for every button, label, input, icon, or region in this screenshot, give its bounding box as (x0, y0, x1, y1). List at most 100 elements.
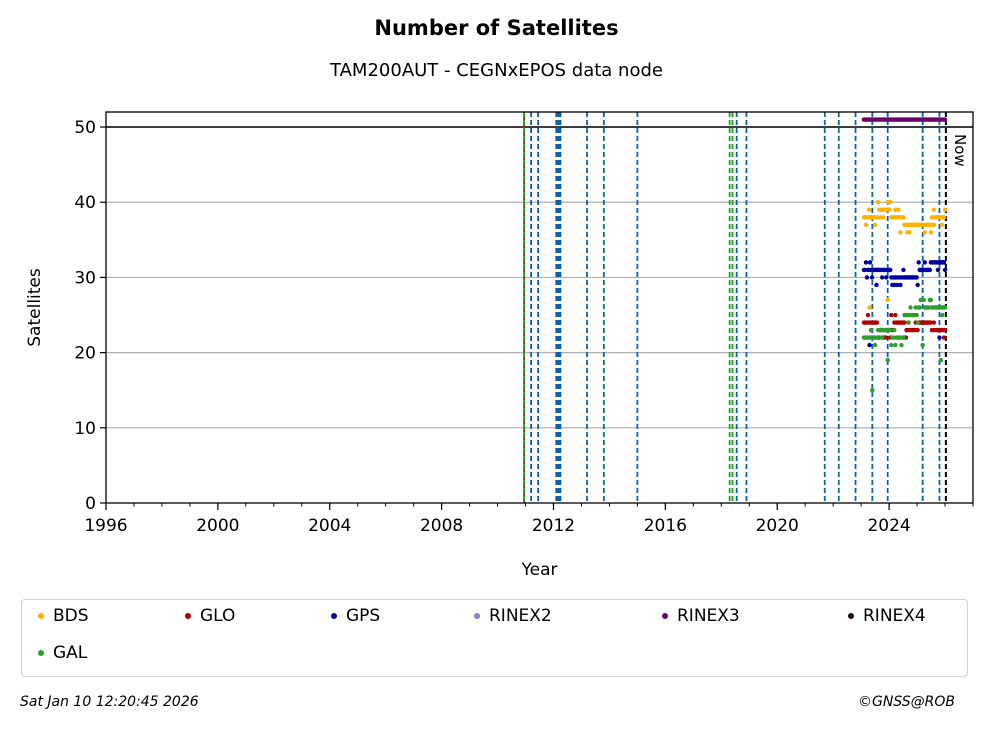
point-glo-31 (893, 312, 898, 318)
outlier-bds-1 (885, 297, 890, 303)
legend-label-rinex3: RINEX3 (677, 606, 740, 626)
legend-marker-rinex4 (848, 613, 854, 619)
point-gps-39 (901, 267, 906, 273)
outlier-bds-5 (931, 207, 937, 212)
point-gps-52 (914, 275, 919, 280)
outlier-gps-0 (867, 342, 872, 348)
outlier-gps-2 (892, 282, 897, 288)
outlier-gal-3 (938, 357, 944, 363)
point-glo-80 (942, 327, 948, 333)
point-bds-45 (907, 230, 912, 235)
outlier-gal-2 (920, 342, 925, 348)
legend-label-gps: GPS (346, 606, 381, 626)
chart-subtitle: TAM200AUT - CEGNxEPOS data node (330, 60, 663, 81)
outlier-gps-4 (940, 260, 945, 265)
legend-item-bds: BDS (38, 606, 89, 626)
y-tick-label-40: 40 (74, 193, 96, 213)
timestamp: Sat Jan 10 12:20:45 2026 (20, 694, 199, 710)
point-gps-8 (869, 275, 875, 280)
point-bds-31 (893, 207, 898, 212)
outlier-gal-1 (885, 357, 890, 363)
point-gps-54 (916, 260, 921, 265)
point-gal-37 (899, 342, 904, 348)
point-bds-11 (872, 222, 878, 227)
y-tick-label-30: 30 (74, 268, 96, 288)
legend-marker-bds (38, 613, 44, 619)
point-bds-19 (880, 215, 886, 220)
point-gal-51 (913, 305, 918, 310)
point-glo-22 (884, 335, 889, 340)
point-gps-73 (935, 267, 941, 273)
point-gps-6 (867, 260, 873, 265)
y-tick-label-0: 0 (85, 494, 96, 514)
outlier-gps-3 (937, 335, 942, 340)
point-glo-66 (928, 320, 934, 325)
point-gal-46 (908, 305, 913, 310)
point-bds-77 (939, 222, 945, 227)
point-glo-13 (874, 320, 880, 325)
outlier-gps-1 (874, 282, 879, 288)
point-gal-59 (921, 297, 926, 303)
point-gal-27 (889, 342, 894, 348)
x-axis-label: Year (521, 560, 558, 580)
legend-label-bds: BDS (53, 606, 89, 626)
x-tick-label-2020: 2020 (756, 516, 799, 536)
outlier-bds-2 (885, 200, 890, 205)
point-bds-2 (863, 222, 869, 227)
x-tick-label-2000: 2000 (196, 516, 239, 536)
point-gal-80 (942, 305, 948, 310)
point-bds-34 (896, 207, 901, 212)
legend-item-gps: GPS (331, 606, 380, 626)
point-gps-65 (927, 267, 933, 273)
point-gal-53 (915, 320, 920, 325)
point-bds-25 (887, 207, 892, 212)
x-tick-label-2004: 2004 (308, 516, 351, 536)
point-bds-13 (874, 215, 880, 220)
point-gal-29 (891, 335, 896, 340)
point-gps-1 (862, 267, 868, 273)
legend-label-glo: GLO (200, 606, 236, 626)
legend-item-rinex4: RINEX4 (848, 606, 926, 626)
outlier-gal-0 (870, 388, 875, 393)
point-gps-18 (879, 275, 885, 280)
outlier-bds-0 (867, 305, 872, 310)
point-glo-40 (902, 320, 907, 325)
point-gps-2 (863, 260, 869, 265)
point-gal-44 (906, 320, 911, 325)
point-gal-11 (872, 342, 878, 348)
point-bds-5 (866, 207, 872, 212)
outlier-bds-4 (928, 230, 934, 235)
point-bds-60 (922, 230, 927, 235)
x-tick-label-2016: 2016 (644, 516, 687, 536)
legend: BDS GLO GPS RINEX2 RINEX3 RINEX4 GAL (21, 599, 968, 677)
copyright: ©GNSS@ROB (858, 694, 955, 710)
point-gal-64 (926, 305, 932, 310)
y-tick-label-50: 50 (74, 118, 96, 138)
point-gps-36 (898, 282, 903, 288)
now-label: Now (951, 134, 969, 167)
point-gps-60 (922, 260, 927, 265)
legend-marker-gal (38, 650, 44, 656)
point-bds-16 (877, 215, 883, 220)
point-rinex3-80 (942, 117, 948, 122)
point-glo-53 (915, 327, 920, 333)
y-axis-label: Satellites (25, 268, 45, 347)
point-gal-30 (892, 327, 897, 333)
point-gal-18 (879, 335, 885, 340)
point-gal-52 (914, 312, 919, 318)
point-gps-53 (915, 282, 920, 288)
point-bds-69 (931, 222, 937, 227)
point-gal-7 (868, 327, 874, 333)
legend-label-rinex4: RINEX4 (863, 606, 926, 626)
plot-frame (105, 111, 974, 504)
point-gal-31 (893, 342, 898, 348)
satellites-chart: Now 0 10 20 30 40 50 1996 2000 2004 2008 2012 2016 20… (25, 111, 974, 580)
legend-label-gal: GAL (53, 643, 88, 663)
point-glo-69 (931, 320, 937, 325)
point-glo-27 (889, 312, 894, 318)
point-bds-39 (901, 215, 906, 220)
point-gps-3 (864, 275, 870, 280)
point-gal-55 (917, 305, 922, 310)
x-tick-label-1996: 1996 (84, 516, 127, 536)
point-gal-66 (928, 297, 934, 303)
